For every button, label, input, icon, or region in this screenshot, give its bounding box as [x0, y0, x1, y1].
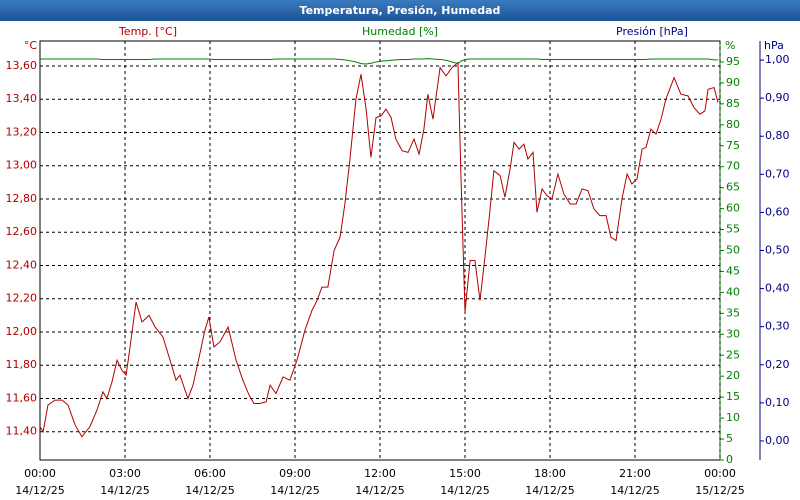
x-tick-date: 14/12/25: [610, 484, 659, 497]
y3-tick-label: 0,20: [765, 358, 790, 371]
y3-axis-label: Presión [hPa]: [616, 25, 688, 38]
y-tick-label: 12,80: [6, 192, 38, 205]
y2-tick-label: 85: [726, 97, 740, 110]
y2-axis-label: Humedad [%]: [362, 25, 438, 38]
y3-unit: hPa: [764, 39, 784, 52]
y2-unit: %: [725, 39, 735, 52]
y3-tick-label: 0,90: [765, 91, 790, 104]
x-tick-date: 14/12/25: [270, 484, 319, 497]
y2-tick-label: 55: [726, 223, 740, 236]
y2-tick-label: 5: [726, 432, 733, 445]
y-tick-label: 12,20: [6, 292, 38, 305]
x-tick-date: 14/12/25: [440, 484, 489, 497]
series-line: [39, 61, 719, 438]
x-tick-label: 09:00: [279, 467, 311, 480]
y-axis-label: Temp. [°C]: [118, 25, 177, 38]
y2-tick-label: 75: [726, 139, 740, 152]
y3-tick-label: 0,40: [765, 282, 790, 295]
y3-tick-label: 0,50: [765, 244, 790, 257]
series-line: [40, 58, 719, 65]
y3-tick-label: 0,60: [765, 205, 790, 218]
y2-tick-label: 0: [726, 453, 733, 466]
x-tick-date: 14/12/25: [185, 484, 234, 497]
y-tick-label: 13,60: [6, 59, 38, 72]
y2-tick-label: 40: [726, 285, 740, 298]
x-tick-label: 12:00: [364, 467, 396, 480]
x-tick-label: 03:00: [109, 467, 141, 480]
x-tick-date: 14/12/25: [15, 484, 64, 497]
chart-title: Temperatura, Presión, Humedad: [300, 4, 501, 17]
x-tick-label: 18:00: [534, 467, 566, 480]
x-tick-date: 14/12/25: [355, 484, 404, 497]
y2-tick-label: 80: [726, 118, 740, 131]
x-tick-label: 15:00: [449, 467, 481, 480]
y2-tick-label: 95: [726, 55, 740, 68]
x-tick-label: 06:00: [194, 467, 226, 480]
y3-tick-label: 0,80: [765, 129, 790, 142]
y-tick-label: 13,00: [6, 159, 38, 172]
y2-tick-label: 70: [726, 160, 740, 173]
y-tick-label: 11,40: [6, 425, 38, 438]
y-tick-label: 13,20: [6, 125, 38, 138]
x-tick-label: 21:00: [619, 467, 651, 480]
x-tick-label: 00:00: [24, 467, 56, 480]
x-tick-date: 14/12/25: [100, 484, 149, 497]
y2-tick-label: 60: [726, 202, 740, 215]
y2-tick-label: 45: [726, 264, 740, 277]
y-tick-label: 12,00: [6, 325, 38, 338]
y-tick-label: 11,60: [6, 391, 38, 404]
y-tick-label: 12,60: [6, 225, 38, 238]
x-tick-label: 00:00: [704, 467, 736, 480]
y-tick-label: 12,40: [6, 258, 38, 271]
y2-tick-label: 15: [726, 390, 740, 403]
y2-tick-label: 35: [726, 306, 740, 319]
x-tick-date: 15/12/25: [695, 484, 744, 497]
y2-tick-label: 20: [726, 369, 740, 382]
y-tick-label: 11,80: [6, 358, 38, 371]
title-bar: [0, 0, 800, 21]
y3-tick-label: 0,30: [765, 320, 790, 333]
y3-tick-label: 0,70: [765, 167, 790, 180]
y-unit: °C: [24, 39, 38, 52]
y2-tick-label: 50: [726, 244, 740, 257]
y2-tick-label: 30: [726, 327, 740, 340]
y-tick-label: 13,40: [6, 92, 38, 105]
y2-tick-label: 90: [726, 76, 740, 89]
y3-tick-label: 0,00: [765, 434, 790, 447]
y3-tick-label: 1,00: [765, 53, 790, 66]
y2-tick-label: 10: [726, 411, 740, 424]
y2-tick-label: 65: [726, 181, 740, 194]
y2-tick-label: 25: [726, 348, 740, 361]
y3-tick-label: 0,10: [765, 396, 790, 409]
x-tick-date: 14/12/25: [525, 484, 574, 497]
